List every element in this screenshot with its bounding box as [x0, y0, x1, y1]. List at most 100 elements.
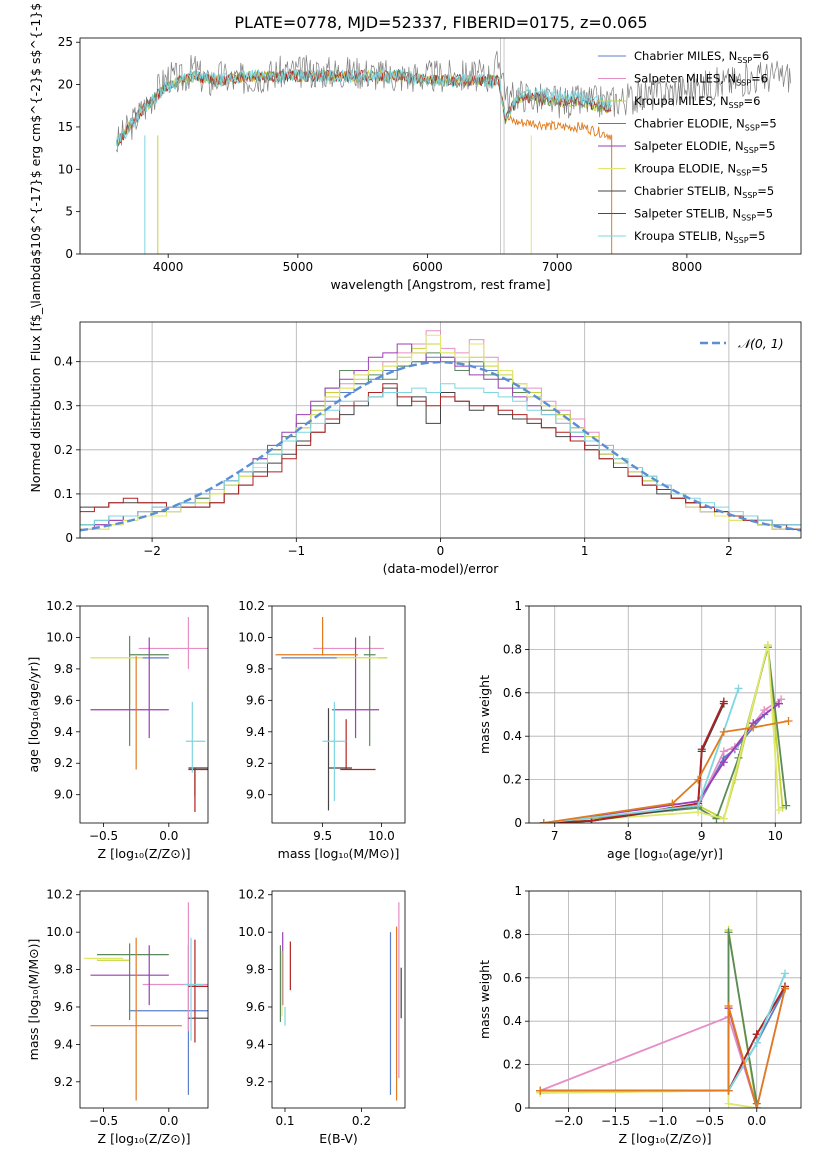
y-tick-label: 10.0 [238, 925, 265, 939]
errorbar-point [322, 701, 347, 801]
x-tick-label: −1 [287, 544, 305, 558]
y-tick-label: 10.0 [46, 630, 73, 644]
x-tick-label: 0 [437, 544, 445, 558]
x-tick-label: 4000 [153, 260, 184, 274]
weight-line [543, 646, 788, 823]
y-tick-label: 9.6 [54, 693, 73, 707]
legend-item: Kroupa STELIB, NSSP=5 [598, 229, 765, 245]
errorbar-point [129, 945, 208, 1095]
y-tick-label: 10.2 [46, 599, 73, 613]
legend-label-tail: =6 [751, 72, 768, 86]
plot-area [115, 38, 791, 254]
weight-marker [734, 684, 743, 693]
errorbar-point [275, 617, 358, 656]
axes: 0.1 0.2 9.2 9.4 9.6 9.8 10.0 10.2 E(B-V) [238, 888, 406, 1146]
legend-label: Chabrier MILES, NSSP=6 [634, 49, 769, 65]
y-tick-label: 0 [65, 531, 73, 545]
legend-label-sub: SSP [734, 236, 749, 245]
legend-label-sub: SSP [742, 191, 757, 200]
weight-marker [539, 819, 548, 823]
weight-marker [694, 801, 703, 810]
y-axis-label: age [log₁₀(age/yr)] [26, 657, 41, 773]
x-tick-label: −0.5 [695, 1114, 724, 1128]
weight-marker [724, 1099, 733, 1108]
weight-marker [724, 928, 733, 937]
mass-vs-ebv-panel: 0.1 0.2 9.2 9.4 9.6 9.8 10.0 10.2 E(B-V) [238, 888, 406, 1146]
errorbar-point [90, 937, 182, 1101]
y-tick-label: 9.2 [246, 1075, 265, 1089]
y-tick-label: 9.2 [54, 1075, 73, 1089]
legend-label: Kroupa ELODIE, NSSP=5 [634, 162, 768, 178]
x-tick-label: −0.5 [89, 1114, 118, 1128]
x-axis-label: Z [log₁₀(Z/Z⊙)] [98, 1131, 191, 1146]
x-axis-label: (data-model)/error [383, 561, 500, 576]
weight-series [539, 641, 787, 823]
errorbar-point [185, 701, 206, 773]
errorbar-point [138, 617, 208, 669]
axes-frame [528, 890, 802, 1109]
grid [529, 890, 801, 1109]
plot-area [83, 902, 208, 1101]
legend-label: Salpeter ELODIE, NSSP=5 [634, 139, 776, 155]
errorbar-point [188, 767, 208, 797]
legend-label-text: Chabrier ELODIE, N [634, 117, 745, 131]
legend-item: Chabrier STELIB, NSSP=5 [598, 184, 774, 200]
x-tick-label: 6000 [412, 260, 443, 274]
weight-marker [719, 814, 728, 823]
x-tick-label: 0.2 [352, 1114, 371, 1128]
y-tick-label: 9.6 [246, 693, 265, 707]
x-tick-label: 8000 [672, 260, 703, 274]
y-tick-label: 9.2 [54, 756, 73, 770]
weight-series [536, 984, 789, 1108]
legend-label-text: Salpeter MILES, N [634, 72, 736, 86]
weight-line [543, 644, 780, 823]
y-tick-label: 9.4 [246, 725, 265, 739]
weight-marker [760, 706, 769, 715]
x-tick-label: 7000 [542, 260, 573, 274]
y-tick-label: 9.4 [246, 1037, 265, 1051]
weight-series [539, 643, 791, 823]
weight-line [543, 688, 740, 823]
weight-series [536, 1004, 761, 1108]
legend-label: Chabrier ELODIE, NSSP=5 [634, 117, 777, 133]
spectrum-panel: 4000 5000 6000 7000 8000 0 5 10 15 20 25 wavelength… [28, 0, 802, 361]
x-tick-label: 0.0 [747, 1114, 766, 1128]
y-tick-label: 0.2 [54, 443, 73, 457]
errorbar-point [184, 937, 205, 1041]
x-axis-label: E(B-V) [319, 1131, 358, 1146]
axes-frame [79, 321, 802, 539]
y-tick-label: 1 [514, 599, 522, 613]
y-axis-label: Flux [f$_\lambda$10$^{-17}$ erg cm$^{-2}… [28, 0, 43, 361]
y-tick-label: 0 [65, 247, 73, 261]
weight-series [539, 717, 793, 823]
y-tick-label: 9.2 [246, 756, 265, 770]
axes-frame [271, 605, 406, 824]
y-tick-label: 10.0 [238, 630, 265, 644]
weight-marker [781, 984, 789, 993]
plot-area [90, 617, 208, 812]
legend-label: 𝒩(0, 1) [738, 336, 784, 351]
y-tick-label: 9.0 [54, 788, 73, 802]
weight-marker [784, 717, 793, 726]
x-tick-label: 10 [768, 829, 783, 843]
y-tick-label: 9.0 [246, 788, 265, 802]
errorbar-point [90, 657, 131, 706]
errorbar-point [90, 637, 169, 739]
y-tick-label: 9.4 [54, 1037, 73, 1051]
plot-area [279, 902, 402, 1101]
x-tick-label: 7 [551, 829, 559, 843]
weight-marker [724, 1086, 733, 1095]
legend-label-tail: =5 [749, 229, 766, 243]
legend-item: Salpeter MILES, NSSP=6 [598, 72, 768, 88]
legend: 𝒩(0, 1) [700, 336, 784, 351]
legend-label-tail: =5 [757, 184, 774, 198]
x-tick-label: 5000 [283, 260, 314, 274]
axes-frame [79, 37, 802, 255]
figure-title: PLATE=0778, MJD=52337, FIBERID=0175, z=0… [234, 13, 647, 32]
weight-marker [719, 727, 728, 736]
legend-item: Salpeter STELIB, NSSP=5 [598, 207, 773, 223]
y-axis-label: mass [log₁₀(M/M⊙)] [26, 939, 41, 1061]
axes-frame [79, 890, 209, 1109]
mass-vs-metallicity-panel: −0.5 0.0 9.2 9.4 9.6 9.8 10.0 10.2 Z [log₁₀(Z/Z⊙… [26, 888, 209, 1146]
